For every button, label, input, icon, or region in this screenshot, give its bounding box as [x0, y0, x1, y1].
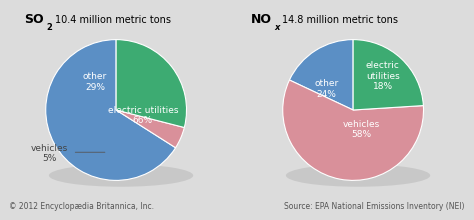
Text: vehicles
58%: vehicles 58% [343, 120, 380, 139]
Text: NO: NO [251, 13, 272, 26]
Wedge shape [116, 40, 187, 128]
Text: Source: EPA National Emissions Inventory (NEI): Source: EPA National Emissions Inventory… [284, 202, 465, 211]
Wedge shape [283, 80, 424, 180]
Text: electric
utilities
18%: electric utilities 18% [366, 61, 400, 91]
Text: 2: 2 [46, 23, 52, 32]
Text: SO: SO [24, 13, 43, 26]
Text: x: x [274, 23, 279, 32]
Wedge shape [46, 40, 175, 180]
Text: other
24%: other 24% [314, 79, 338, 99]
Text: vehicles
5%: vehicles 5% [31, 144, 68, 163]
Text: 14.8 million metric tons: 14.8 million metric tons [282, 15, 398, 25]
Text: © 2012 Encyclopædia Britannica, Inc.: © 2012 Encyclopædia Britannica, Inc. [9, 202, 155, 211]
Wedge shape [290, 40, 353, 110]
Ellipse shape [49, 164, 193, 187]
Wedge shape [353, 40, 423, 110]
Ellipse shape [286, 164, 430, 187]
Text: other
29%: other 29% [83, 72, 107, 92]
Text: electric utilities
66%: electric utilities 66% [108, 106, 178, 125]
Text: 10.4 million metric tons: 10.4 million metric tons [55, 15, 171, 25]
Wedge shape [116, 110, 184, 148]
